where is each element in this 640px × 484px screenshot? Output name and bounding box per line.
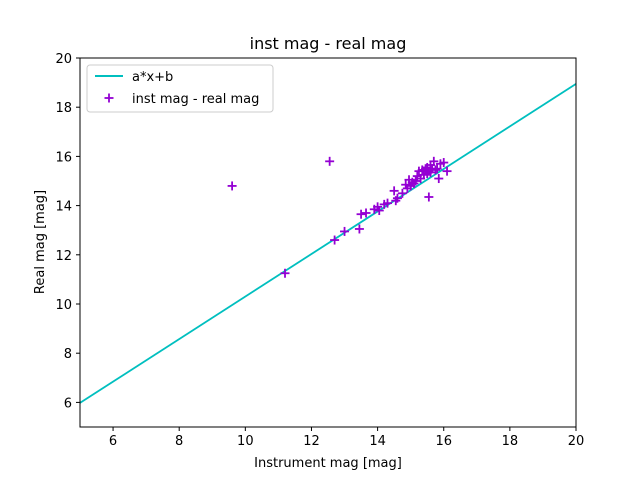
chart-title: inst mag - real mag bbox=[250, 34, 407, 53]
plot-area bbox=[79, 57, 577, 428]
x-tick-label: 18 bbox=[502, 434, 519, 449]
data-point bbox=[340, 226, 350, 236]
data-point bbox=[361, 208, 371, 218]
axes-frame bbox=[79, 57, 577, 428]
data-point bbox=[330, 235, 340, 245]
series-layer bbox=[79, 83, 577, 404]
y-axis-label: Real mag [mag] bbox=[33, 190, 48, 294]
legend-entry-fit-line: a*x+b bbox=[132, 70, 173, 85]
y-tick-label: 18 bbox=[55, 101, 72, 116]
legend-entry-scatter: inst mag - real mag bbox=[132, 92, 259, 107]
data-point bbox=[429, 156, 439, 166]
y-axis-ticks: 6 8 10 12 14 16 18 20 bbox=[55, 52, 80, 411]
y-tick-label: 16 bbox=[55, 150, 72, 165]
x-tick-label: 8 bbox=[175, 434, 183, 449]
x-tick-label: 14 bbox=[369, 434, 386, 449]
x-axis-label: Instrument mag [mag] bbox=[254, 456, 402, 471]
y-tick-label: 10 bbox=[55, 298, 72, 313]
x-axis-ticks: 6 8 10 12 14 16 18 20 bbox=[109, 427, 584, 449]
fit-line bbox=[79, 83, 577, 404]
data-point bbox=[432, 164, 442, 174]
data-point bbox=[397, 188, 407, 198]
data-point bbox=[392, 193, 402, 203]
data-point bbox=[280, 268, 290, 278]
y-tick-label: 6 bbox=[64, 396, 72, 411]
data-point bbox=[424, 192, 434, 202]
data-point bbox=[354, 224, 364, 234]
data-point bbox=[374, 206, 384, 216]
x-tick-label: 16 bbox=[435, 434, 452, 449]
data-point bbox=[227, 181, 237, 191]
x-tick-label: 12 bbox=[303, 434, 320, 449]
data-point bbox=[411, 176, 421, 186]
legend-marker-swatch bbox=[104, 93, 114, 103]
legend: a*x+b inst mag - real mag bbox=[86, 64, 274, 113]
x-tick-label: 20 bbox=[568, 434, 585, 449]
data-point bbox=[356, 209, 366, 219]
y-tick-label: 14 bbox=[55, 200, 72, 215]
data-point bbox=[430, 165, 440, 175]
data-point bbox=[389, 186, 399, 196]
data-point bbox=[439, 158, 449, 168]
x-tick-label: 6 bbox=[109, 434, 117, 449]
data-point bbox=[325, 156, 335, 166]
legend-box bbox=[86, 64, 274, 113]
y-tick-label: 20 bbox=[55, 52, 72, 67]
y-tick-label: 12 bbox=[55, 249, 72, 264]
data-point bbox=[383, 198, 393, 208]
data-point bbox=[434, 174, 444, 184]
y-tick-label: 8 bbox=[64, 347, 72, 362]
x-tick-label: 10 bbox=[237, 434, 254, 449]
data-point bbox=[442, 166, 452, 176]
